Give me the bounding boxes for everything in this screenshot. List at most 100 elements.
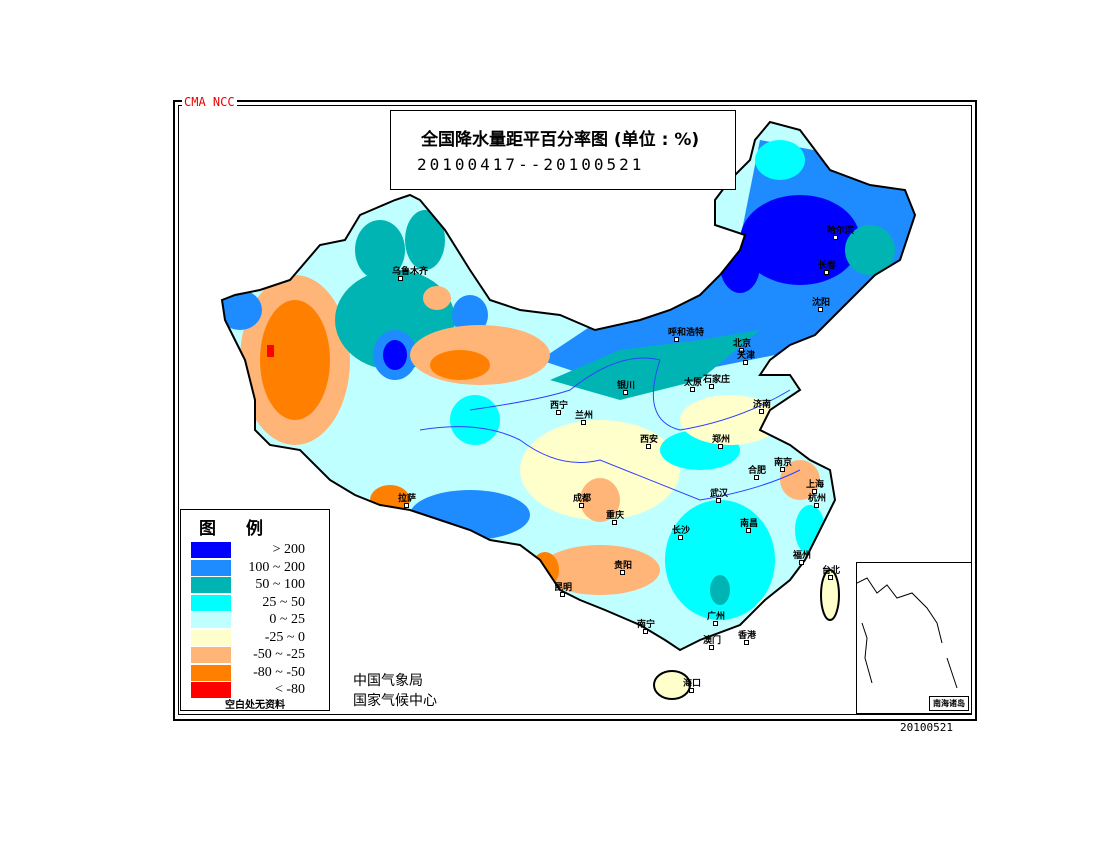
legend-item: 0 ~ 25 — [191, 612, 325, 628]
city-label: 呼和浩特 — [668, 328, 705, 338]
hainan-island — [653, 670, 691, 700]
city-marker — [828, 575, 833, 580]
legend-swatch — [191, 612, 231, 628]
city-marker — [581, 420, 586, 425]
legend-swatch — [191, 647, 231, 663]
city-label: 长春 — [818, 261, 837, 271]
city-label: 南昌 — [740, 519, 759, 529]
city-marker — [718, 444, 723, 449]
legend-swatch — [191, 594, 231, 611]
city-marker — [780, 467, 785, 472]
city-label: 石家庄 — [703, 375, 731, 385]
city-label: 西宁 — [550, 401, 569, 411]
legend-label: 100 ~ 200 — [248, 559, 305, 575]
city-marker — [746, 528, 751, 533]
legend-title: 图例 — [199, 519, 293, 539]
legend-item: 25 ~ 50 — [191, 594, 325, 611]
city-label: 长沙 — [672, 526, 691, 536]
legend-item: -25 ~ 0 — [191, 629, 325, 646]
legend-label: -50 ~ -25 — [253, 647, 305, 662]
legend-label: 50 ~ 100 — [255, 577, 305, 592]
city-marker — [739, 348, 744, 353]
city-label: 成都 — [573, 494, 592, 504]
inset-map — [857, 577, 958, 689]
city-label: 太原 — [684, 378, 703, 388]
city-label: 南宁 — [637, 620, 656, 630]
city-marker — [759, 409, 764, 414]
city-label: 贵阳 — [614, 561, 633, 571]
city-label: 郑州 — [712, 435, 731, 445]
legend-label: > 200 — [272, 542, 305, 557]
city-marker — [643, 629, 648, 634]
city-label: 南京 — [774, 458, 793, 468]
city-marker — [812, 489, 817, 494]
city-marker — [814, 503, 819, 508]
legend: 图例 > 200 100 ~ 200 50 ~ 100 25 ~ 50 0 ~ 25 -2… — [180, 509, 330, 711]
city-label: 台北 — [822, 566, 841, 576]
map-title: 全国降水量距平百分率图 (单位 : %) — [421, 130, 700, 150]
city-marker — [713, 621, 718, 626]
yangtze-river — [419, 426, 801, 501]
legend-swatch — [191, 664, 231, 681]
city-label: 西安 — [640, 435, 659, 445]
city-marker — [743, 360, 748, 365]
city-marker — [556, 410, 561, 415]
city-marker — [612, 520, 617, 525]
legend-item: < -80 — [191, 682, 325, 698]
city-label: 上海 — [806, 480, 825, 490]
city-marker — [623, 390, 628, 395]
city-label: 济南 — [753, 400, 772, 410]
city-label: 沈阳 — [812, 298, 831, 308]
city-marker — [744, 640, 749, 645]
city-label: 重庆 — [606, 511, 625, 521]
city-marker — [824, 270, 829, 275]
source-label: CMA NCC — [182, 95, 237, 109]
map-inner-frame — [178, 105, 972, 715]
south-china-sea-inset: 南海诸岛 — [856, 562, 972, 714]
taiwan-island — [820, 569, 840, 621]
city-marker — [674, 337, 679, 342]
city-marker — [716, 498, 721, 503]
city-marker — [579, 503, 584, 508]
city-marker — [398, 276, 403, 281]
date-stamp: 20100521 — [900, 721, 953, 734]
city-label: 香港 — [738, 631, 757, 641]
legend-swatch — [191, 682, 231, 698]
city-label: 杭州 — [808, 494, 827, 504]
city-label: 哈尔滨 — [827, 226, 855, 236]
legend-swatch — [191, 577, 231, 593]
legend-label: < -80 — [274, 682, 305, 697]
city-label: 北京 — [733, 339, 752, 349]
agency-label: 中国气象局 国家气候中心 — [353, 671, 437, 711]
legend-item: -50 ~ -25 — [191, 647, 325, 663]
city-label: 乌鲁木齐 — [392, 267, 429, 277]
city-marker — [833, 235, 838, 240]
legend-swatch — [191, 559, 231, 576]
city-label: 海口 — [683, 679, 702, 689]
city-marker — [690, 387, 695, 392]
map-period: 20100417--20100521 — [417, 155, 645, 174]
legend-label: 25 ~ 50 — [262, 594, 305, 610]
city-marker — [818, 307, 823, 312]
map-frame — [173, 100, 977, 721]
city-label: 广州 — [707, 612, 726, 622]
city-marker — [560, 592, 565, 597]
city-marker — [709, 645, 714, 650]
city-marker — [689, 688, 694, 693]
city-label: 银川 — [617, 381, 636, 391]
legend-swatch — [191, 542, 231, 558]
city-marker — [620, 570, 625, 575]
legend-swatch — [191, 629, 231, 646]
city-label: 天津 — [737, 351, 756, 361]
legend-item: 100 ~ 200 — [191, 559, 325, 576]
city-marker — [678, 535, 683, 540]
legend-label: -25 ~ 0 — [264, 629, 305, 645]
title-box: 全国降水量距平百分率图 (单位 : %) 20100417--20100521 — [390, 110, 736, 190]
city-label: 福州 — [793, 551, 812, 561]
yellow-river — [469, 357, 791, 431]
legend-item: 50 ~ 100 — [191, 577, 325, 593]
city-marker — [646, 444, 651, 449]
city-marker — [754, 475, 759, 480]
city-label: 合肥 — [748, 466, 767, 476]
legend-item: -80 ~ -50 — [191, 664, 325, 681]
